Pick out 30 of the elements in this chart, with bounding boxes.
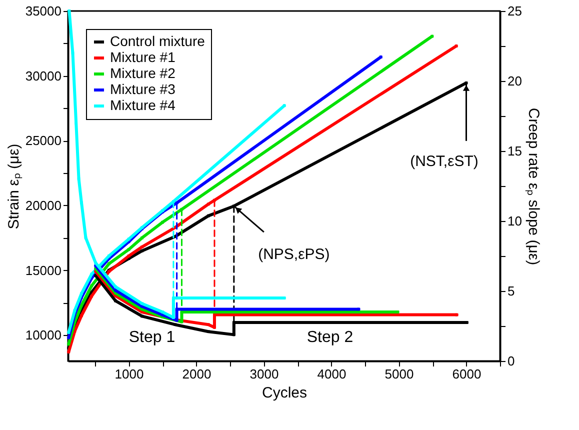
annotation: Step 1 [128,329,176,346]
y2-tick-label: 10 [508,214,522,228]
legend-label: Mixture #4 [110,97,176,113]
y2-tick-label: 5 [508,284,515,298]
x-tick-label: 3000 [250,366,279,382]
y2-tick-label: 20 [508,74,522,88]
y2-tick-label: 25 [508,4,522,18]
y-tick-label: 10000 [25,328,62,343]
y-tick-label: 15000 [25,262,62,278]
annotation: (NPS,εPS) [258,246,330,264]
legend-label: Control mixture [110,33,206,49]
y2-axis-title: Creep rate εₚ slope (με) [524,108,542,266]
y-axis-title: Strain εₚ (με) [5,144,22,230]
annotation: Step 2 [306,329,354,346]
y-tick-label: 20000 [25,198,62,213]
x-tick-label: 2000 [182,366,212,382]
x-axis-title: Cycles [262,384,308,402]
y-tick-label: 25000 [25,133,62,148]
x-tick-label: 4000 [317,366,346,382]
x-tick-label: 1000 [114,366,144,382]
x-tick-label: 6000 [452,366,482,382]
legend-label: Mixture #1 [110,49,176,65]
y-tick-label: 35000 [25,4,62,18]
legend-label: Mixture #3 [110,81,176,97]
legend-label: Mixture #2 [110,65,176,81]
x-tick-label: 5000 [384,366,414,382]
annotation: (NST,εST) [410,152,478,170]
y2-tick-label: 0 [508,354,515,368]
y2-tick-label: 15 [508,144,522,158]
y-tick-label: 30000 [25,68,62,84]
